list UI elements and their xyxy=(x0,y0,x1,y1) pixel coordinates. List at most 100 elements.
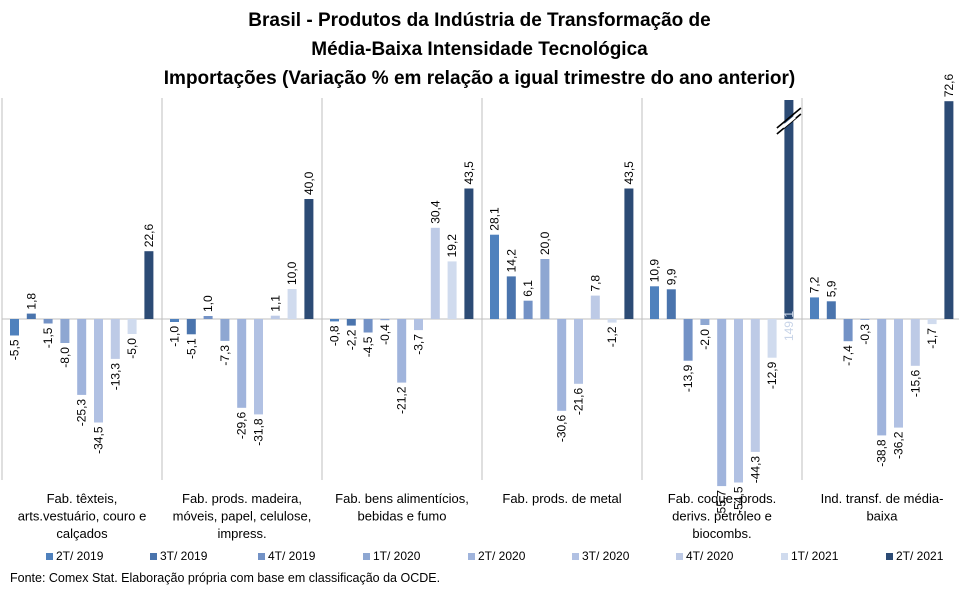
bar xyxy=(270,315,280,319)
bar xyxy=(944,101,954,319)
bar xyxy=(447,261,457,319)
bar xyxy=(127,319,137,334)
data-label: -5,0 xyxy=(125,338,139,359)
data-label: 43,5 xyxy=(622,161,636,185)
bar xyxy=(110,319,120,359)
data-label: 149,1 xyxy=(782,311,796,341)
legend-entry: 4T/ 2020 xyxy=(686,549,734,563)
legend-entry: 1T/ 2020 xyxy=(373,549,421,563)
data-label: 28,1 xyxy=(488,207,502,231)
axis-break-mark xyxy=(776,107,802,129)
data-label: -7,3 xyxy=(218,345,232,366)
bar xyxy=(810,297,819,319)
axis-break-mark xyxy=(776,113,802,135)
data-label: -55,7 xyxy=(715,490,729,518)
legend-swatch xyxy=(886,553,893,560)
data-label: -21,6 xyxy=(572,387,586,415)
category-label: bebidas e fumo xyxy=(358,509,447,524)
data-label: -0,8 xyxy=(328,325,342,346)
data-label: -0,3 xyxy=(858,324,872,345)
bar xyxy=(220,319,230,341)
bar xyxy=(186,319,196,335)
category-label: Fab. prods. madeira, xyxy=(182,491,302,506)
category-label: móveis, papel, celulose, xyxy=(173,509,312,524)
legend-swatch xyxy=(468,553,475,560)
source-note: Fonte: Comex Stat. Elaboração própria co… xyxy=(10,571,441,585)
data-label: -15,6 xyxy=(908,369,922,397)
data-label: -12,9 xyxy=(765,361,779,389)
bar xyxy=(590,295,600,319)
bar xyxy=(380,319,390,321)
chart-title-line-1: Brasil - Produtos da Indústria de Transf… xyxy=(248,10,711,31)
data-label: 19,2 xyxy=(445,234,459,258)
data-label: -0,4 xyxy=(378,324,392,345)
category-label: Fab. coque, prods. xyxy=(668,491,776,506)
data-label: -34,5 xyxy=(92,426,106,454)
legend-swatch xyxy=(676,553,683,560)
bar xyxy=(346,319,356,326)
bar xyxy=(363,319,373,333)
bar xyxy=(26,313,36,319)
legend-entry: 2T/ 2020 xyxy=(478,549,526,563)
bar xyxy=(557,319,567,411)
bar xyxy=(826,301,836,319)
data-label: 7,8 xyxy=(588,275,602,292)
data-label: 9,9 xyxy=(664,268,678,285)
category-label: impress. xyxy=(217,526,266,541)
legend-swatch xyxy=(150,553,157,560)
data-label: 1,0 xyxy=(201,295,215,312)
bar xyxy=(430,227,440,319)
chart-title-line-2: Média-Baixa Intensidade Tecnológica xyxy=(311,39,648,60)
bar xyxy=(734,319,743,483)
legend-swatch xyxy=(572,553,579,560)
legend-entry: 1T/ 2021 xyxy=(791,549,839,563)
data-label: -25,3 xyxy=(75,399,89,427)
bar xyxy=(43,319,53,324)
legend-swatch xyxy=(258,553,265,560)
data-label: -1,0 xyxy=(168,326,182,347)
legend-entry: 3T/ 2019 xyxy=(160,549,208,563)
bar xyxy=(750,319,760,452)
data-label: -2,0 xyxy=(698,329,712,350)
bar xyxy=(607,319,617,323)
bar xyxy=(624,188,634,319)
data-label: -4,5 xyxy=(361,336,375,357)
data-label: -13,3 xyxy=(108,363,122,391)
category-label: Ind. transf. de média- xyxy=(821,491,944,506)
bar xyxy=(784,100,794,319)
data-label: -8,0 xyxy=(58,347,72,368)
data-label: 40,0 xyxy=(302,171,316,195)
bar xyxy=(490,234,499,319)
bar xyxy=(144,251,154,319)
data-label: -29,6 xyxy=(235,411,249,439)
legend-swatch xyxy=(781,553,788,560)
legend-entry: 4T/ 2019 xyxy=(268,549,316,563)
data-label: 22,6 xyxy=(142,224,156,248)
category-label: Fab. prods. de metal xyxy=(502,491,621,506)
bar xyxy=(170,319,179,322)
bar xyxy=(650,286,659,319)
bar xyxy=(540,259,550,319)
bar xyxy=(60,319,70,343)
data-label: -1,5 xyxy=(41,327,55,348)
chart-title-line-3: Importações (Variação % em relação a igu… xyxy=(163,68,796,89)
data-label: 7,2 xyxy=(808,276,822,293)
category-label: baixa xyxy=(866,509,898,524)
bar xyxy=(927,319,937,325)
data-label: 43,5 xyxy=(462,161,476,185)
bar xyxy=(414,319,423,331)
bar xyxy=(287,289,297,319)
data-label: -13,9 xyxy=(681,364,695,392)
data-label: 6,1 xyxy=(521,280,535,297)
category-label: Fab. bens alimentícios, xyxy=(335,491,469,506)
category-label: biocombs. xyxy=(692,526,751,541)
bar xyxy=(683,319,693,361)
data-label: -36,2 xyxy=(892,431,906,459)
data-label: -21,2 xyxy=(395,386,409,414)
bar xyxy=(717,319,727,487)
data-label: -1,7 xyxy=(925,328,939,349)
bar xyxy=(94,319,103,423)
data-label: -38,8 xyxy=(875,439,889,467)
bar xyxy=(237,319,247,408)
